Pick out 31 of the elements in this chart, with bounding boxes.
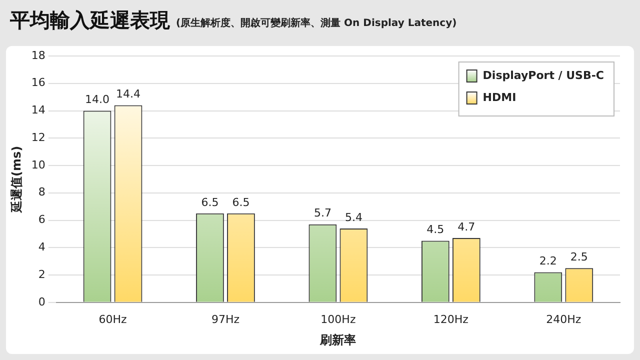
y-tick-label: 2	[38, 268, 46, 281]
data-label: 5.7	[314, 206, 332, 220]
chart-title: 平均輸入延遲表現	[10, 6, 170, 34]
x-tick-label: 97Hz	[211, 312, 240, 326]
y-tick-label: 4	[38, 240, 46, 254]
data-label: 6.5	[201, 196, 219, 209]
y-tick-label: 16	[31, 76, 46, 90]
x-tick-label: 120Hz	[433, 312, 469, 326]
y-tick-label: 14	[31, 104, 46, 117]
x-tick-label: 100Hz	[320, 312, 356, 326]
data-label: 14.0	[85, 93, 110, 106]
y-tick-label: 0	[38, 295, 46, 308]
y-tick-label: 18	[31, 48, 46, 62]
data-label: 4.7	[458, 220, 476, 234]
y-tick-label: 12	[31, 130, 46, 144]
data-label: 14.4	[116, 88, 141, 101]
x-tick-label: 60Hz	[98, 312, 127, 326]
y-tick-label: 10	[31, 158, 46, 172]
y-tick-label: 8	[38, 186, 46, 199]
data-label: 2.2	[539, 254, 557, 268]
x-axis-title: 刷新率	[319, 332, 356, 347]
legend-label: HDMI	[482, 90, 516, 104]
data-label: 4.5	[426, 223, 444, 236]
y-axis-title: 延遲值(ms)	[9, 146, 24, 214]
chart-subtitle: (原生解析度、開啟可變刷新率、測量 On Display Latency)	[176, 16, 457, 30]
data-label: 2.5	[570, 250, 588, 264]
data-label: 5.4	[344, 210, 362, 224]
legend-label: DisplayPort / USB-C	[482, 68, 604, 82]
y-tick-label: 6	[38, 213, 46, 226]
x-tick-label: 240Hz	[546, 312, 582, 326]
data-label: 6.5	[232, 196, 250, 209]
